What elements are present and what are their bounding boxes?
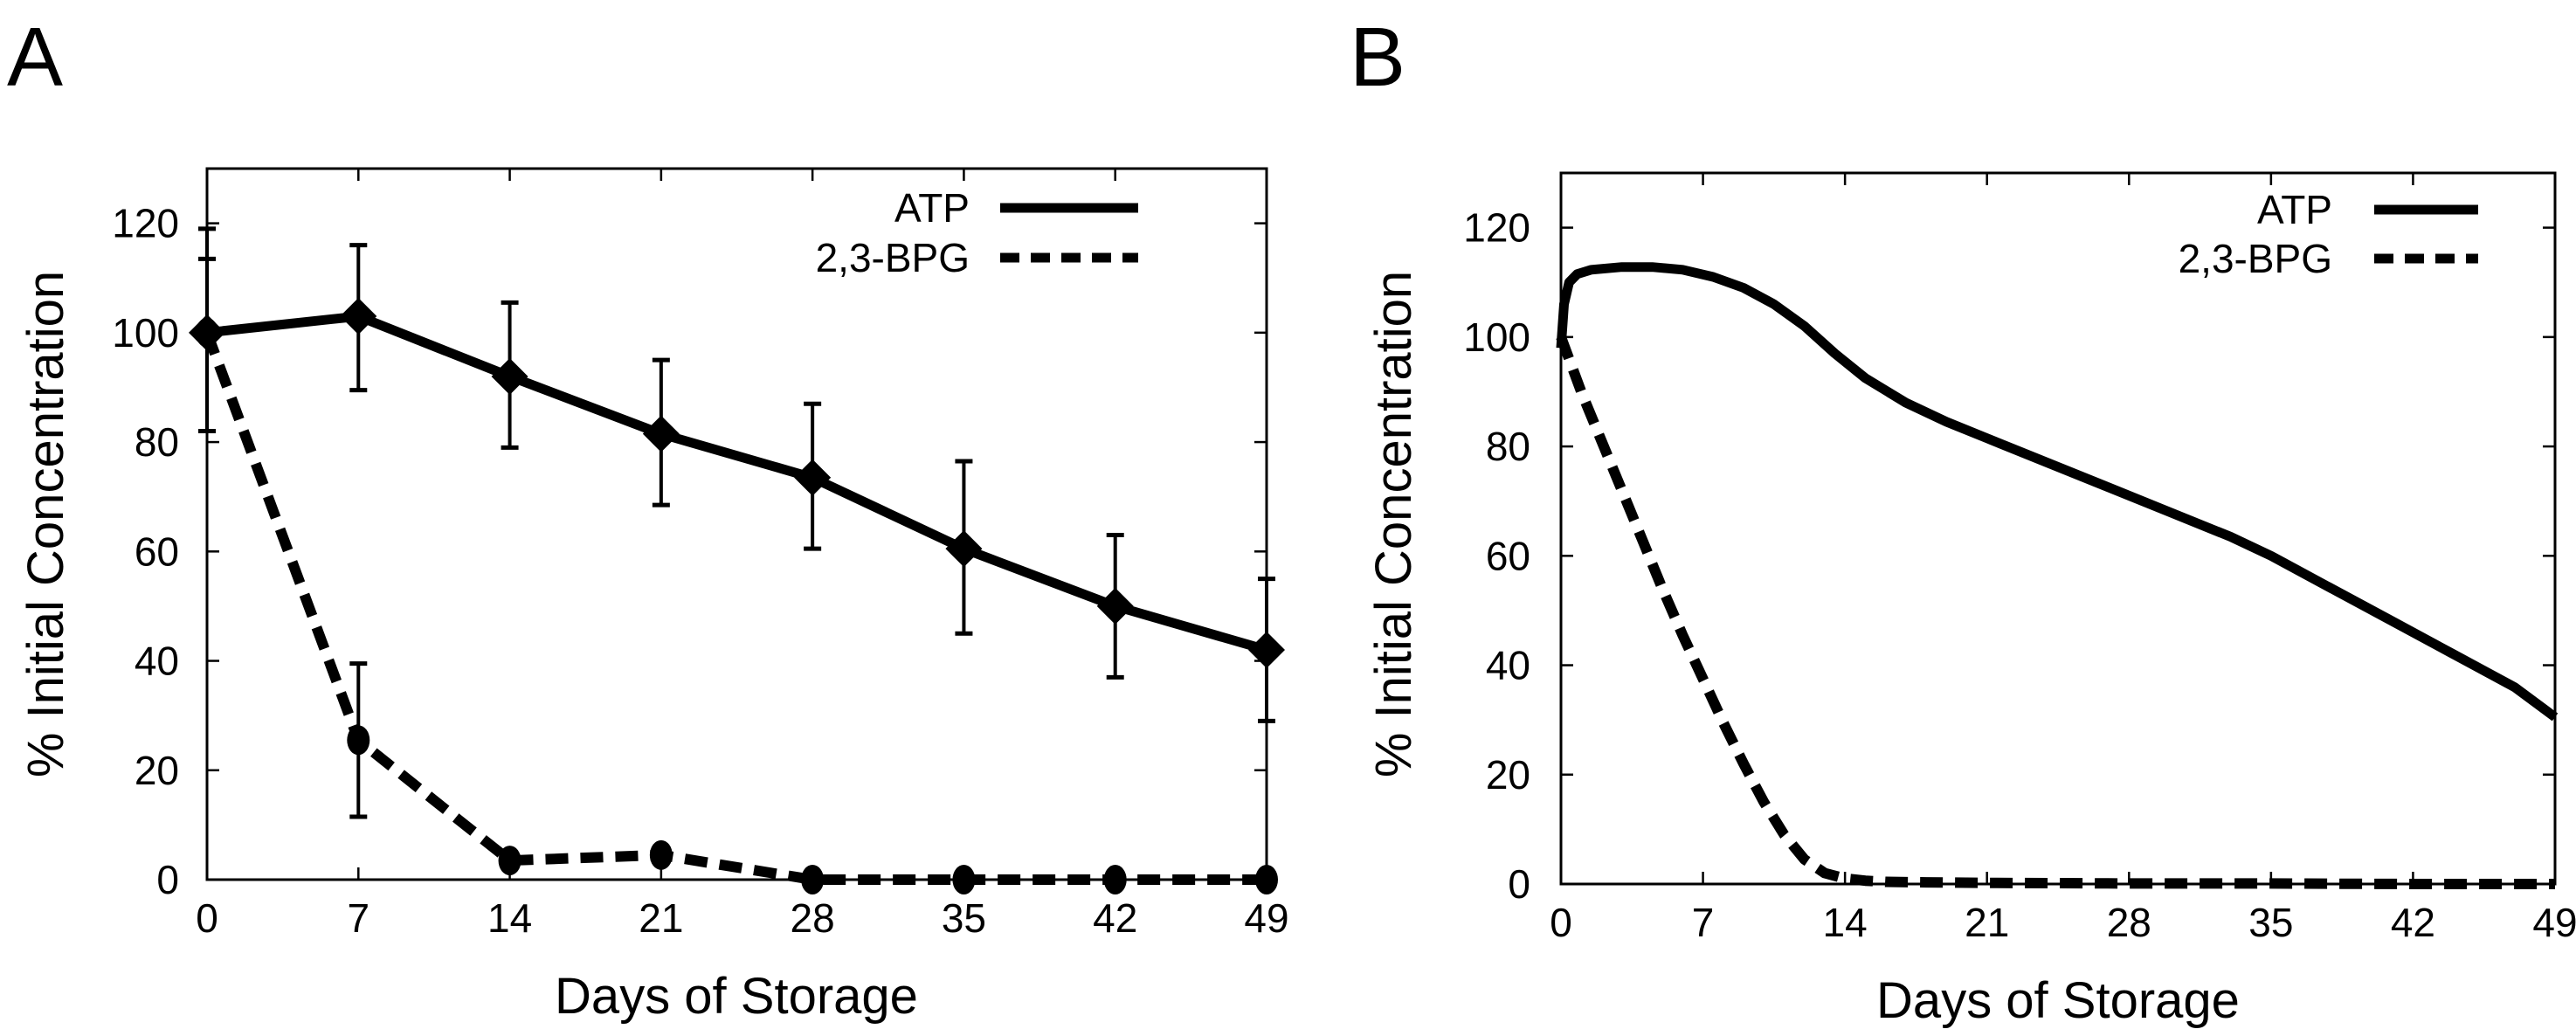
legend-label-bpg-a: 2,3-BPG: [816, 235, 970, 280]
y-axis-title-b: % Initial Concentration: [1365, 271, 1422, 777]
y-tick-label: 120: [1463, 205, 1530, 251]
x-tick-label: 7: [347, 895, 369, 941]
x-tick-label: 42: [2391, 900, 2435, 945]
plot-frame-a: [205, 167, 1268, 881]
legend-a: ATP 2,3-BPG: [816, 185, 1138, 280]
y-tick-label: 40: [135, 639, 179, 684]
bpg-marker: [196, 317, 218, 348]
y-tick-label: 60: [1486, 533, 1530, 578]
bpg-marker: [649, 839, 673, 870]
y-tick-label: 120: [112, 201, 179, 246]
x-axis-title-b: Days of Storage: [1876, 972, 2240, 1029]
y-tick-label: 100: [1463, 314, 1530, 360]
bpg-line-b: [1556, 335, 2555, 889]
panel-label-b: B: [1350, 10, 1405, 104]
bpg-marker: [1103, 865, 1127, 894]
atp-marker: [1096, 587, 1134, 625]
legend-b: ATP 2,3-BPG: [2179, 187, 2478, 281]
atp-marker: [491, 357, 528, 395]
bpg-line-a: [202, 330, 1267, 885]
legend-label-atp-a: ATP: [894, 185, 970, 231]
y-ticks-b: 0 20 40 60 80 100 120: [1463, 205, 2555, 907]
y-ticks-a: 0 20 40 60 80 100 120: [112, 201, 1267, 902]
panel-label-a: A: [7, 10, 63, 104]
bpg-marker: [347, 725, 370, 756]
legend-label-bpg-b: 2,3-BPG: [2179, 236, 2332, 281]
y-tick-label: 0: [1508, 861, 1530, 907]
y-tick-label: 0: [156, 857, 179, 902]
y-tick-label: 20: [135, 748, 179, 793]
x-ticks-b: 0 7 14 21 28 35 42 49: [1550, 173, 2576, 945]
bpg-marker: [1255, 865, 1278, 894]
x-tick-label: 42: [1093, 895, 1137, 941]
atp-marker: [340, 298, 377, 335]
plot-frame-b: [1559, 171, 2557, 886]
series-group-a: [189, 226, 1285, 894]
x-tick-label: 21: [639, 895, 683, 941]
bpg-marker: [952, 865, 976, 894]
x-tick-label: 0: [196, 895, 218, 941]
panel-b: B % Initial Concentration Days of Storag…: [1350, 10, 2576, 1029]
x-tick-label: 49: [1244, 895, 1288, 941]
y-axis-title-a: % Initial Concentration: [17, 271, 74, 777]
x-tick-label: 0: [1550, 900, 1572, 945]
x-tick-label: 28: [2107, 900, 2151, 945]
y-tick-label: 20: [1486, 752, 1530, 798]
atp-marker: [794, 459, 832, 496]
atp-line-a: [206, 311, 1268, 655]
legend-label-atp-b: ATP: [2257, 187, 2332, 232]
series-group-b: [1556, 262, 2559, 889]
y-tick-label: 80: [1486, 424, 1530, 469]
bpg-marker: [801, 865, 825, 894]
x-tick-label: 35: [942, 895, 986, 941]
x-axis-title-a: Days of Storage: [555, 968, 918, 1025]
atp-line-b: [1556, 262, 2559, 722]
atp-marker: [642, 415, 680, 452]
y-tick-label: 100: [112, 310, 179, 356]
y-tick-label: 40: [1486, 643, 1530, 688]
x-tick-label: 14: [487, 895, 532, 941]
atp-marker: [945, 530, 983, 568]
x-ticks-a: 0 7 14 21 28 35 42 49: [196, 169, 1289, 941]
x-tick-label: 49: [2532, 900, 2576, 945]
atp-marker: [1248, 632, 1285, 669]
panel-a: A % Initial Concentration Days of Storag…: [7, 10, 1289, 1025]
x-tick-label: 28: [791, 895, 835, 941]
x-tick-label: 7: [1692, 900, 1715, 945]
x-tick-label: 35: [2248, 900, 2293, 945]
x-tick-label: 21: [1965, 900, 2009, 945]
x-tick-label: 14: [1823, 900, 1868, 945]
bpg-marker: [498, 846, 521, 876]
y-tick-label: 80: [135, 419, 179, 465]
y-tick-label: 60: [135, 528, 179, 574]
